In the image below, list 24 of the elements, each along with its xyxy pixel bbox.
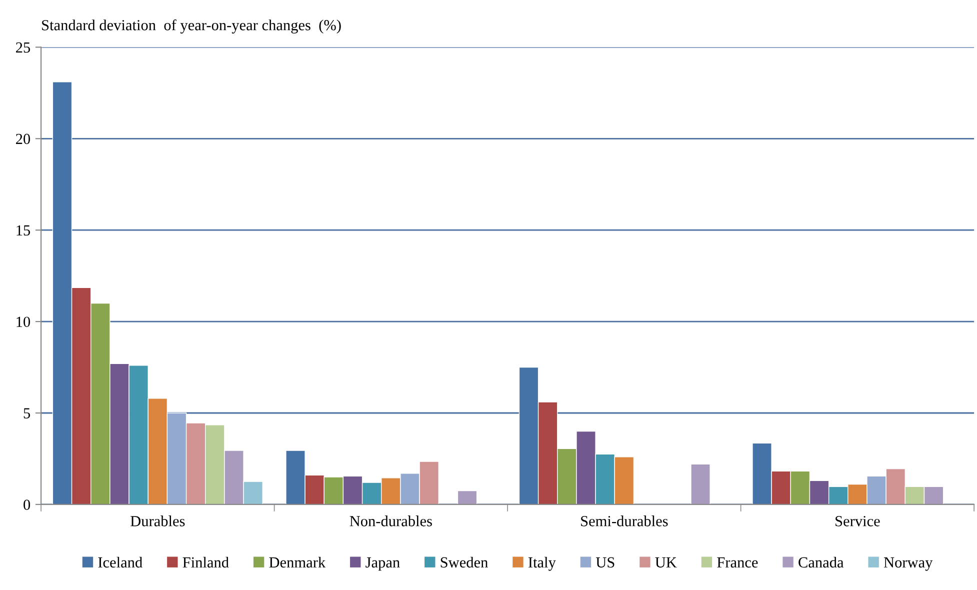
- y-tick-label: 5: [24, 408, 30, 418]
- x-tick-label: Durables: [130, 516, 185, 526]
- legend-label: US: [596, 557, 614, 568]
- legend-label: Canada: [798, 556, 844, 568]
- legend-label: UK: [655, 557, 677, 568]
- y-axis-title: Standard deviation of year-on-year changes (%): [42, 19, 341, 34]
- legend-label: Iceland: [98, 556, 142, 568]
- y-tick-label: 0: [24, 500, 30, 510]
- legend-label: France: [717, 557, 758, 568]
- y-tick-label: 20: [16, 134, 30, 144]
- bar: [457, 490, 478, 504]
- legend-label: Finland: [182, 556, 229, 568]
- legend-label: Japan: [366, 557, 400, 571]
- y-tick-label: 10: [16, 316, 30, 327]
- x-tick-label: Service: [836, 516, 880, 526]
- legend-label: Norway: [884, 557, 933, 571]
- y-tick-label: 25: [16, 42, 30, 53]
- x-tick-label: Non-durables: [350, 516, 432, 526]
- legend-label: Sweden: [440, 556, 488, 568]
- legend-label: Italy: [528, 556, 556, 571]
- y-tick-label: 15: [16, 225, 30, 236]
- legend-label: Denmark: [269, 556, 326, 568]
- bar: [690, 464, 710, 504]
- x-tick-label: Semi-durables: [581, 516, 668, 526]
